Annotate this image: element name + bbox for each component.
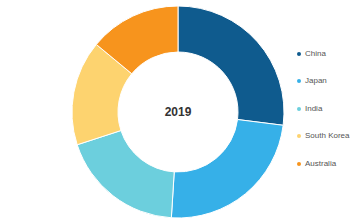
- html-text:South Korea: South Korea: [305, 131, 350, 141]
- html-text:Australia: Australia: [305, 158, 337, 168]
- html-text:India: India: [305, 103, 323, 113]
- svg-text:2019: 2019: [165, 105, 192, 119]
- html-text:Japan: Japan: [305, 76, 327, 86]
- html-text:China: China: [305, 48, 326, 58]
